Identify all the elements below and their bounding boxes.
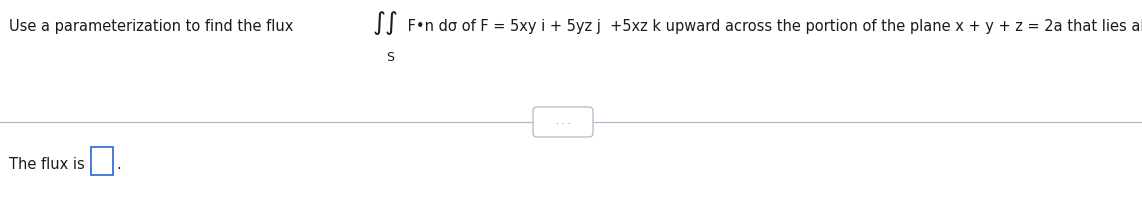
Text: .: . — [116, 157, 121, 172]
Bar — [91, 147, 113, 175]
Text: F•n dσ of F = 5xy i + 5yz j  +5xz k upward across the portion of the plane x + y: F•n dσ of F = 5xy i + 5yz j +5xz k upwar… — [403, 19, 1142, 34]
Text: The flux is: The flux is — [9, 157, 89, 172]
Text: S: S — [386, 51, 394, 64]
Text: . . .: . . . — [556, 118, 570, 127]
Text: ∫∫: ∫∫ — [373, 11, 399, 35]
FancyBboxPatch shape — [533, 107, 593, 137]
Text: Use a parameterization to find the flux: Use a parameterization to find the flux — [9, 19, 298, 34]
